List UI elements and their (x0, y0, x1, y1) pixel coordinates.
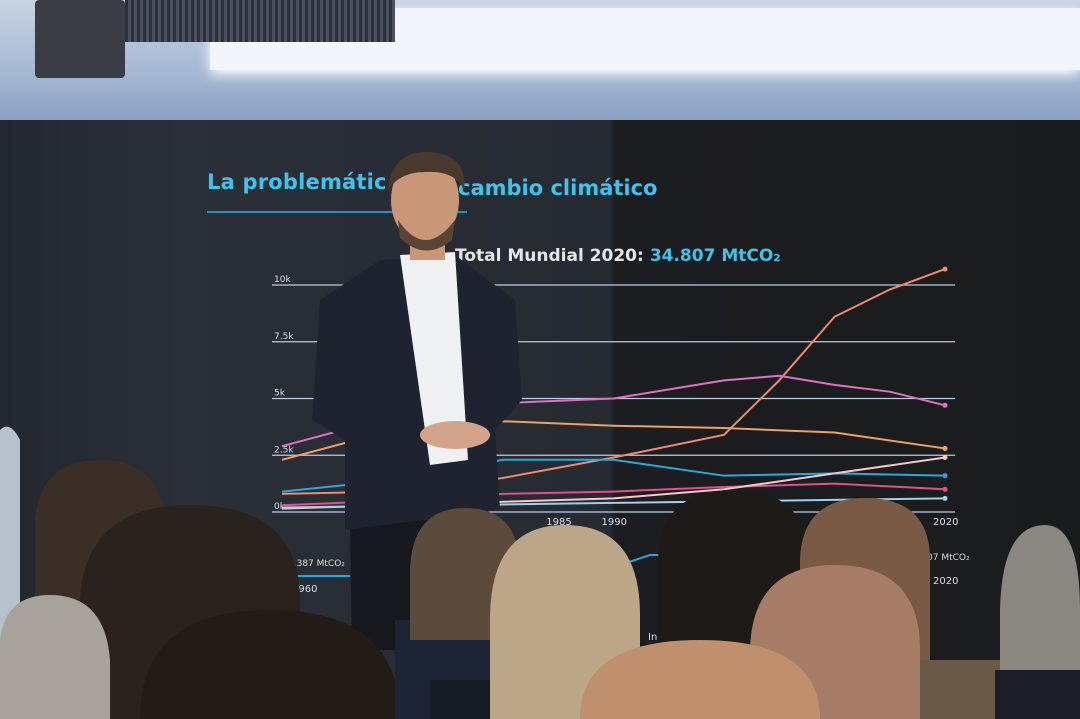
series-end-marker (942, 486, 948, 492)
title-underline (207, 211, 467, 213)
audience-heads (0, 426, 1080, 719)
y-tick-label: 0k (274, 502, 286, 512)
y-tick-label: 2.5k (274, 445, 294, 455)
slide-title-continued: cambio climático (458, 176, 658, 200)
series-line (281, 456, 946, 510)
slide-title: La problemátic (207, 170, 387, 194)
inset-right-value: 07 MtCO₂ (927, 553, 970, 563)
y-tick-label: 5k (274, 389, 286, 399)
ceiling-vent (125, 0, 395, 42)
series-end-marker (942, 402, 948, 408)
projector (35, 0, 125, 78)
total-label-text: Total Mundial 2020: (455, 246, 644, 266)
x-tick-label: 2020 (933, 517, 958, 528)
speaker-hands (420, 421, 490, 449)
speaker-hair (388, 151, 465, 190)
total-value: 34.807 MtCO₂ (649, 246, 781, 266)
series-end-marker (942, 266, 948, 272)
inset-left-year: 1960 (292, 584, 318, 595)
speaker-jacket (312, 255, 522, 530)
series-end-marker (942, 473, 948, 479)
series-end-marker (942, 455, 948, 461)
y-tick-label: 7.5k (274, 332, 294, 342)
inset-right-year: 2020 (933, 576, 959, 587)
x-tick-label: 1985 (546, 517, 571, 528)
y-tick-label: 10k (274, 275, 291, 285)
speaker-head (391, 156, 459, 244)
speaker-shirt (400, 252, 468, 465)
series-end-marker (942, 445, 948, 451)
speaker-beard (398, 220, 455, 251)
series-end-marker (942, 495, 948, 501)
x-tick-label: 1990 (602, 517, 627, 528)
total-label: Total Mundial 2020: 34.807 MtCO₂ (455, 246, 781, 266)
inset-left-value: 9.387 MtCO₂ (288, 559, 345, 569)
